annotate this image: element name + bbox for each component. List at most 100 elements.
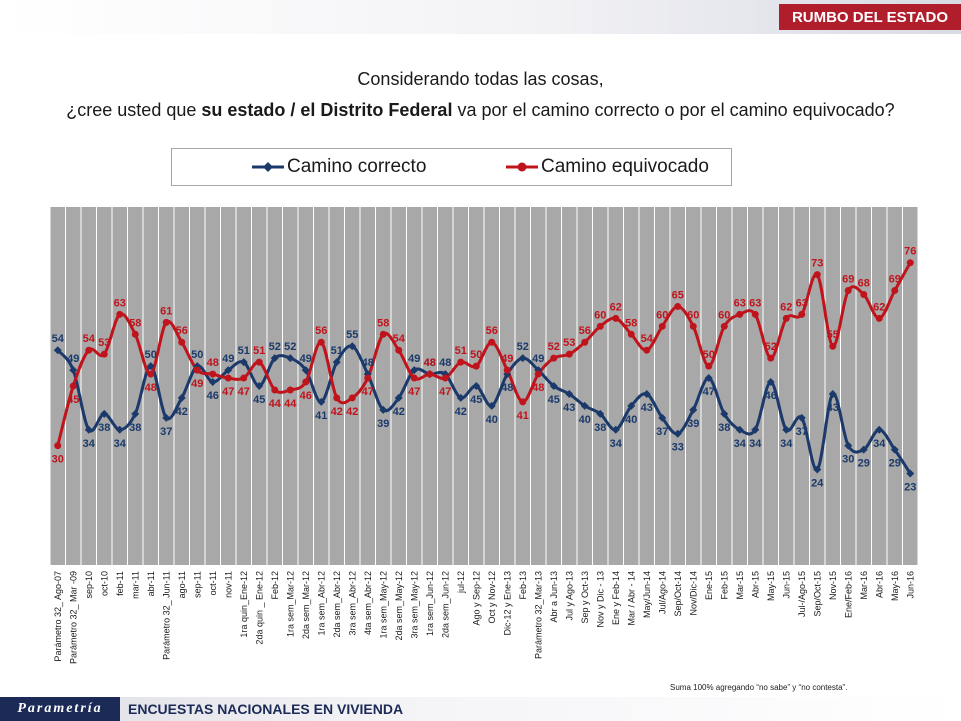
data-label-correcto: 52 <box>284 341 296 353</box>
data-label-equivocado: 48 <box>207 357 219 369</box>
x-tick-label: Mar-15 <box>735 571 745 600</box>
data-label-equivocado: 48 <box>145 382 157 394</box>
data-point-equivocado <box>348 394 356 402</box>
data-point-equivocado <box>658 322 666 330</box>
data-label-correcto: 34 <box>610 438 623 450</box>
data-label-equivocado: 58 <box>129 317 141 329</box>
data-point-correcto <box>875 425 884 434</box>
legend-label-equivocado: Camino equivocado <box>541 156 709 177</box>
x-tick-label: Mar / Abr - 14 <box>626 571 636 626</box>
x-tick-label: 3ra sem_May-12 <box>409 571 419 639</box>
x-tick-label: 3ra sem_Abr-12 <box>347 571 357 636</box>
data-label-correcto: 41 <box>315 410 327 422</box>
data-point-correcto <box>131 409 140 418</box>
data-point-correcto <box>53 346 62 355</box>
data-label-correcto: 38 <box>594 422 606 434</box>
data-label-equivocado: 60 <box>687 309 699 321</box>
data-point-correcto <box>301 366 310 375</box>
data-label-equivocado: 56 <box>579 325 591 337</box>
data-label-correcto: 39 <box>687 418 699 430</box>
data-point-correcto <box>317 397 326 406</box>
data-point-correcto <box>627 401 636 410</box>
data-point-correcto <box>704 374 713 383</box>
data-label-correcto: 51 <box>238 345 250 357</box>
data-point-correcto <box>208 378 217 387</box>
data-label-equivocado: 53 <box>98 337 110 349</box>
data-label-correcto: 54 <box>52 333 65 345</box>
data-label-correcto: 43 <box>641 402 653 414</box>
footer-band <box>0 697 961 721</box>
data-point-correcto <box>673 429 682 438</box>
data-point-correcto <box>720 409 729 418</box>
data-label-equivocado: 56 <box>486 325 498 337</box>
x-tick-label: oct-10 <box>99 571 109 596</box>
data-label-equivocado: 62 <box>610 301 622 313</box>
data-point-equivocado <box>147 370 155 378</box>
data-point-equivocado <box>891 287 899 295</box>
x-tick-label: Ene/Feb-16 <box>843 571 853 618</box>
data-label-equivocado: 55 <box>827 329 839 341</box>
data-label-correcto: 34 <box>114 438 127 450</box>
x-tick-label: Jun-16 <box>905 571 915 599</box>
data-point-correcto <box>255 382 264 390</box>
data-point-equivocado <box>69 382 77 390</box>
data-point-correcto <box>859 445 868 454</box>
data-label-correcto: 43 <box>827 402 839 414</box>
data-label-correcto: 34 <box>749 438 762 450</box>
x-tick-label: Abr a Jun-13 <box>549 571 559 623</box>
data-point-correcto <box>642 389 651 398</box>
data-point-correcto <box>69 366 78 375</box>
data-point-equivocado <box>333 394 341 402</box>
x-tick-label: Ago y Sep-12 <box>471 571 481 626</box>
data-label-equivocado: 47 <box>222 386 234 398</box>
data-point-equivocado <box>100 350 108 358</box>
data-point-equivocado <box>643 346 651 354</box>
data-label-correcto: 46 <box>765 390 777 402</box>
data-label-correcto: 40 <box>625 414 637 426</box>
data-point-equivocado <box>364 374 372 382</box>
data-point-correcto <box>658 413 667 422</box>
data-label-equivocado: 60 <box>718 309 730 321</box>
data-label-correcto: 48 <box>439 357 451 369</box>
data-point-equivocado <box>705 362 713 370</box>
x-tick-label: Jun-15 <box>781 571 791 599</box>
data-point-correcto <box>689 405 698 414</box>
data-label-correcto: 37 <box>160 426 172 438</box>
data-label-equivocado: 62 <box>780 301 792 313</box>
x-tick-label: 1ra quin_Ene-12 <box>239 571 249 638</box>
data-point-correcto <box>394 393 403 402</box>
data-label-correcto: 49 <box>532 353 544 365</box>
data-label-equivocado: 65 <box>672 289 684 301</box>
data-point-correcto <box>549 382 558 390</box>
question-line-2-pre: ¿cree usted que <box>66 100 202 120</box>
legend-item-correcto: Camino correcto <box>251 149 426 185</box>
data-label-correcto: 52 <box>517 341 529 353</box>
data-point-equivocado <box>844 287 852 295</box>
data-label-equivocado: 45 <box>67 394 79 406</box>
data-point-equivocado <box>426 370 434 378</box>
data-point-equivocado <box>488 338 496 346</box>
data-point-correcto <box>782 425 791 434</box>
data-label-equivocado: 47 <box>439 386 451 398</box>
data-point-correcto <box>270 354 279 363</box>
data-label-equivocado: 63 <box>734 297 746 309</box>
data-point-correcto <box>472 382 481 390</box>
question-line-1: Considerando todas las cosas, <box>357 69 604 89</box>
data-point-correcto <box>844 441 853 450</box>
x-tick-label: 1ra sem_Jun-12 <box>425 571 435 636</box>
data-label-equivocado: 56 <box>315 325 327 337</box>
data-label-equivocado: 46 <box>300 390 312 402</box>
data-label-correcto: 34 <box>734 438 747 450</box>
data-point-equivocado <box>565 350 573 358</box>
data-point-correcto <box>100 409 109 418</box>
x-tick-label: Oct y Nov-12 <box>487 571 497 624</box>
x-tick-label: Abr-16 <box>874 571 884 598</box>
data-point-correcto <box>177 393 186 402</box>
data-label-equivocado: 48 <box>532 382 544 394</box>
data-label-equivocado: 42 <box>346 406 358 418</box>
x-tick-label: Sep/Oct-14 <box>673 571 683 617</box>
data-point-equivocado <box>782 314 790 322</box>
data-point-equivocado <box>193 366 201 374</box>
data-point-equivocado <box>131 330 139 338</box>
data-point-equivocado <box>286 386 294 394</box>
